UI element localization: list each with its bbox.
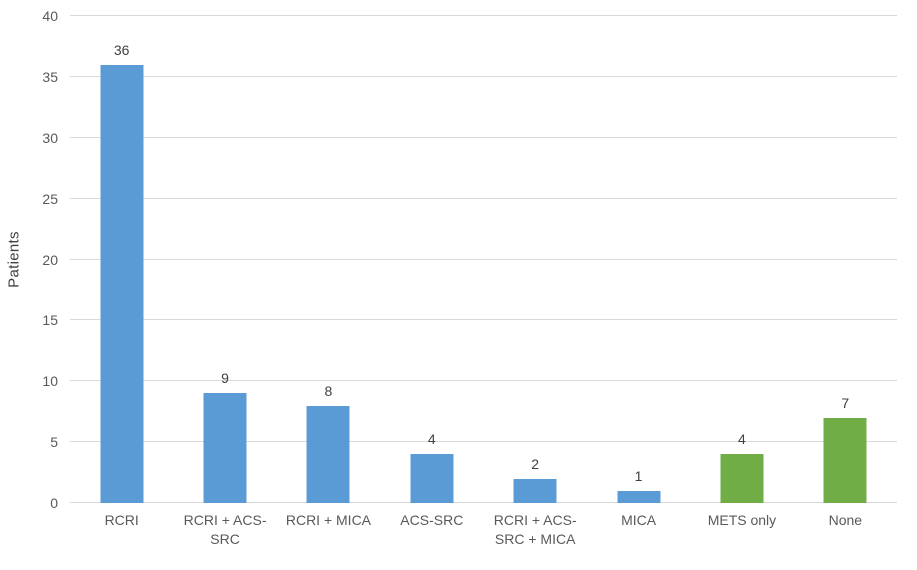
y-tick-label: 5	[50, 434, 58, 451]
x-category-label: ACS-SRC	[400, 512, 464, 528]
gridline	[70, 258, 897, 260]
y-tick-label: 25	[42, 190, 58, 207]
gridline	[70, 136, 897, 138]
bar-value-label: 2	[531, 455, 540, 472]
bar	[100, 64, 144, 503]
gridline	[70, 380, 897, 382]
gridline	[70, 441, 897, 443]
bar	[306, 405, 350, 503]
bar-value-label: 7	[841, 394, 850, 411]
gridline	[70, 15, 897, 16]
y-tick-label: 30	[42, 129, 58, 146]
x-category-label: RCRI + ACS-SRC	[183, 512, 267, 547]
plot-area: 0 5 10 15 20 25 30 35 40 36 9 8 4 2 1 4 7	[42, 8, 897, 511]
x-category-label: MICA	[621, 512, 657, 528]
y-tick-label: 0	[50, 495, 58, 511]
y-axis-title: Patients	[5, 231, 23, 288]
y-tick-label: 20	[42, 251, 58, 268]
y-tick-label: 40	[42, 8, 58, 24]
gridline	[70, 197, 897, 199]
gridline	[70, 75, 897, 77]
x-category-label: METS only	[707, 512, 777, 528]
bar-value-label: 9	[221, 370, 229, 387]
bar	[410, 454, 454, 503]
gridline	[70, 502, 897, 503]
bar-value-label: 4	[738, 431, 746, 448]
bar	[720, 454, 764, 503]
x-category-label: RCRI + ACS-SRC + MICA	[493, 512, 577, 547]
y-tick-label: 15	[42, 312, 58, 329]
bar-value-label: 4	[427, 431, 436, 448]
y-tick-label: 35	[42, 68, 58, 85]
y-tick-label: 10	[42, 373, 58, 390]
x-axis-labels: RCRI RCRI + ACS-SRC RCRI + MICA ACS-SRC RCRI…	[70, 511, 897, 566]
x-category-label: None	[828, 512, 863, 528]
bar	[617, 490, 661, 503]
bar	[513, 478, 557, 503]
x-category-label: RCRI + MICA	[285, 512, 372, 528]
bar	[203, 393, 247, 503]
bar	[823, 417, 867, 503]
x-category-label: RCRI	[104, 512, 139, 528]
bar-value-label: 1	[634, 467, 643, 484]
gridline	[70, 319, 897, 321]
bar-value-label: 36	[113, 41, 130, 58]
bar-value-label: 8	[324, 382, 333, 399]
